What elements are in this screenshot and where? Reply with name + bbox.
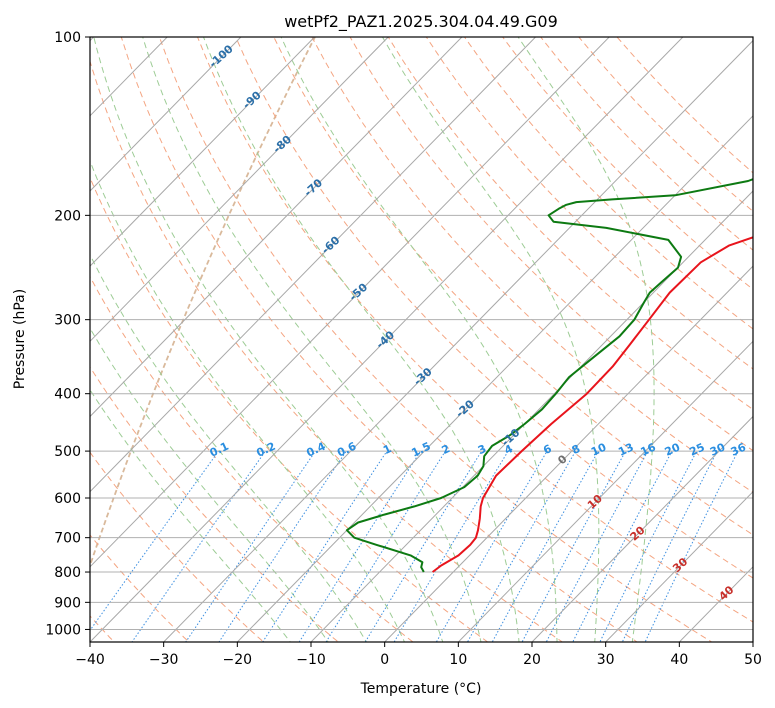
dry-adiabat-line (90, 59, 564, 642)
mixing-ratio-label: 16 (639, 440, 659, 458)
x-tick-label: 10 (449, 652, 467, 668)
x-tick-label: 0 (380, 652, 389, 668)
plot-frame (89, 36, 754, 643)
x-tick-label: 30 (597, 652, 615, 668)
isotherm-line (90, 37, 242, 192)
isotherm-line (383, 265, 753, 642)
dry-adiabat-line (90, 534, 190, 642)
x-axis-label: Temperature (°C) (360, 681, 482, 697)
axes: −40 −30 −20 −10 0 10 20 30 40 50 100 200 300 400 500 60… (45, 30, 762, 668)
mixing-ratio-label: 20 (663, 440, 683, 458)
y-tick-label: 600 (54, 491, 81, 507)
y-tick-label: 100 (54, 30, 81, 46)
y-tick-label: 300 (54, 313, 81, 329)
moist-adiabat-line (90, 327, 329, 642)
isotherm-line (90, 37, 316, 267)
x-tick-label: −10 (296, 652, 326, 668)
y-tick-label: 500 (54, 444, 81, 460)
dry-adiabat-line (90, 176, 489, 642)
mixing-ratio-label: 13 (616, 441, 635, 459)
y-tick-label: 800 (54, 565, 81, 581)
moist-adiabat-line (517, 37, 655, 642)
moist-adiabat-line (93, 37, 444, 642)
x-tick-label: 40 (670, 652, 688, 668)
isotherm-line (90, 37, 389, 343)
isotherm-line (531, 415, 753, 642)
x-tick-label: −40 (75, 652, 105, 668)
dry-adiabat-line (90, 451, 265, 642)
isotherm-line (90, 37, 610, 568)
y-tick-label: 900 (54, 595, 81, 611)
y-tick-label: 400 (54, 387, 81, 403)
dry-adiabat-line (311, 37, 753, 493)
dry-adiabat-line (196, 37, 753, 623)
x-tick-label: −30 (149, 652, 179, 668)
dewpoint-profile (345, 178, 753, 573)
x-tick-label: 50 (744, 652, 762, 668)
dry-adiabat-line (158, 37, 713, 642)
isotherm-line (90, 37, 537, 493)
dry-adiabat-line (425, 37, 753, 370)
dry-adiabat-line (90, 275, 414, 642)
temperature-profile (431, 236, 753, 573)
dry-adiabat-line (387, 37, 753, 411)
y-tick-label: 700 (54, 531, 81, 547)
isotherm-line (236, 115, 753, 642)
background-lines (90, 37, 753, 642)
moist-adiabat-line (280, 37, 558, 642)
isotherm-line (310, 190, 753, 642)
isotherm-line (90, 37, 684, 642)
y-tick-label: 200 (54, 208, 81, 224)
isotherm-line (90, 37, 463, 418)
mixing-ratio-label: 25 (687, 441, 706, 459)
mixing-ratio-label: 30 (708, 440, 728, 458)
mixing-ratio-label: 10 (589, 440, 609, 458)
y-tick-label: 1000 (45, 622, 81, 638)
moist-adiabat-line (382, 37, 600, 642)
moist-adiabat-line (142, 37, 482, 642)
mixing-ratio-label: 36 (729, 440, 749, 458)
isotherm-line (457, 340, 753, 642)
x-tick-label: 20 (523, 652, 541, 668)
dry-adiabat-line (349, 37, 753, 452)
y-axis-label: Pressure (hPa) (12, 289, 28, 389)
isotherm-line (162, 39, 753, 642)
dry-adiabat-line (120, 37, 638, 642)
isotherm-line (604, 490, 753, 642)
chart-title: wetPf2_PAZ1.2025.304.04.49.G09 (284, 12, 558, 32)
x-tick-label: −20 (223, 652, 253, 668)
sounding-profiles (345, 178, 753, 573)
